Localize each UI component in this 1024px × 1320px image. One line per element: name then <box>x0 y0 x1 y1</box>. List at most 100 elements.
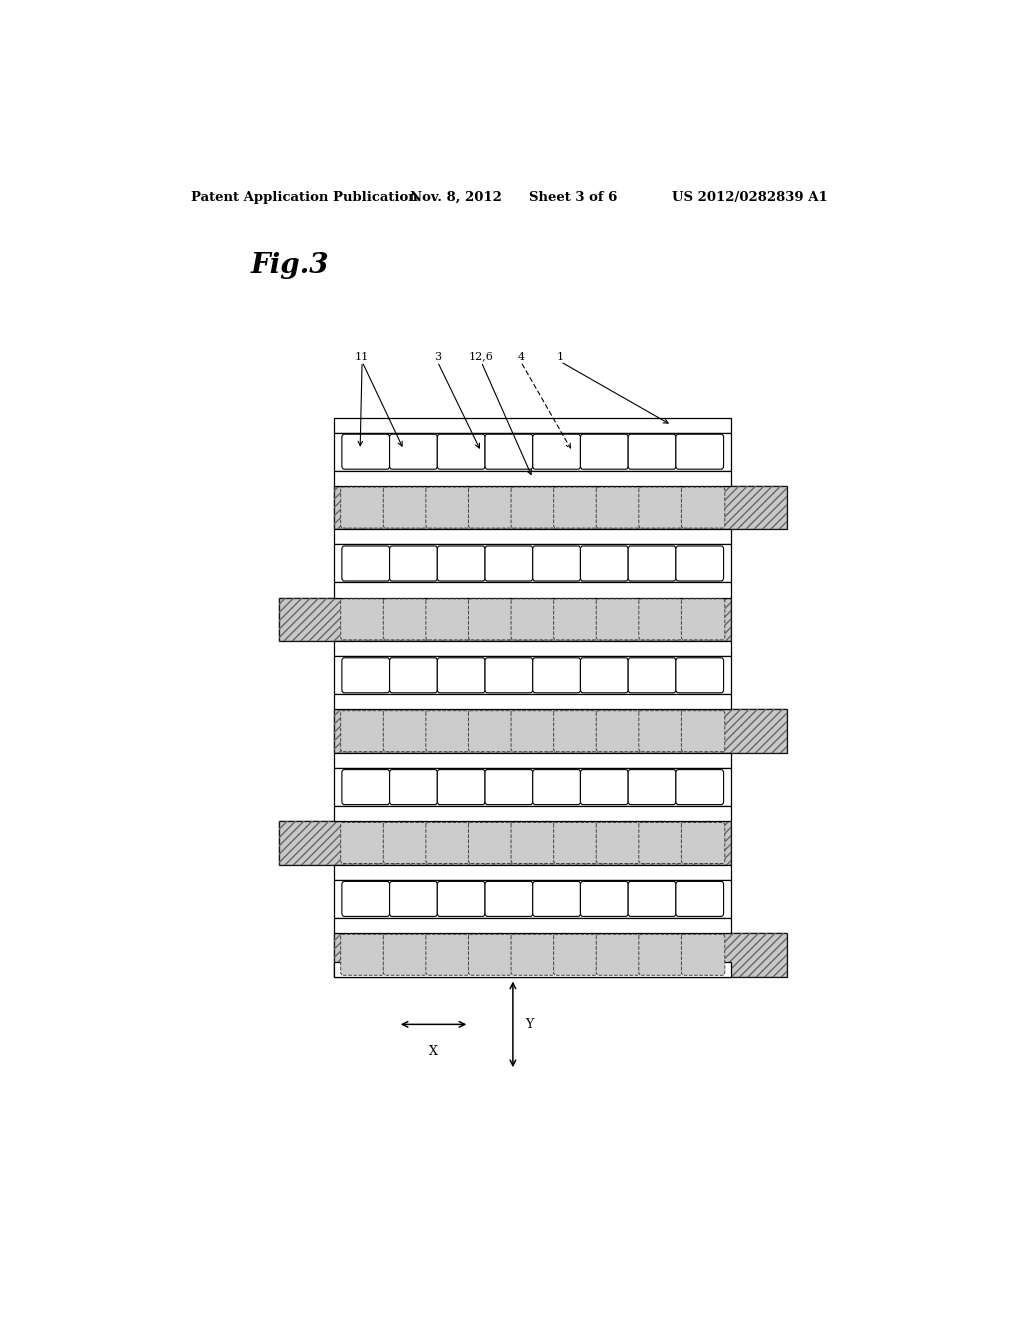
FancyBboxPatch shape <box>596 935 640 975</box>
FancyBboxPatch shape <box>383 599 427 640</box>
Bar <box>334 768 731 807</box>
FancyBboxPatch shape <box>554 710 597 751</box>
FancyBboxPatch shape <box>532 657 581 693</box>
Bar <box>334 656 731 694</box>
FancyBboxPatch shape <box>342 657 389 693</box>
FancyBboxPatch shape <box>511 599 554 640</box>
FancyBboxPatch shape <box>581 434 628 469</box>
FancyBboxPatch shape <box>426 935 469 975</box>
FancyBboxPatch shape <box>532 434 581 469</box>
FancyBboxPatch shape <box>628 546 676 581</box>
Bar <box>279 821 731 865</box>
FancyBboxPatch shape <box>639 487 682 528</box>
Bar <box>334 880 731 917</box>
FancyBboxPatch shape <box>383 935 427 975</box>
FancyBboxPatch shape <box>554 935 597 975</box>
Bar <box>334 933 786 977</box>
FancyBboxPatch shape <box>341 822 384 863</box>
FancyBboxPatch shape <box>681 935 725 975</box>
Bar <box>334 709 786 752</box>
FancyBboxPatch shape <box>596 710 640 751</box>
Text: Sheet 3 of 6: Sheet 3 of 6 <box>528 190 617 203</box>
Bar <box>334 642 731 656</box>
FancyBboxPatch shape <box>511 487 554 528</box>
FancyBboxPatch shape <box>485 657 532 693</box>
FancyBboxPatch shape <box>511 822 554 863</box>
FancyBboxPatch shape <box>426 710 469 751</box>
FancyBboxPatch shape <box>628 434 676 469</box>
Bar <box>279 821 731 865</box>
Text: Fig.3: Fig.3 <box>251 252 330 279</box>
Text: X: X <box>429 1044 438 1057</box>
FancyBboxPatch shape <box>596 487 640 528</box>
FancyBboxPatch shape <box>511 710 554 751</box>
FancyBboxPatch shape <box>468 822 512 863</box>
FancyBboxPatch shape <box>342 770 389 805</box>
FancyBboxPatch shape <box>554 822 597 863</box>
FancyBboxPatch shape <box>532 770 581 805</box>
Bar <box>334 709 786 752</box>
FancyBboxPatch shape <box>389 770 437 805</box>
FancyBboxPatch shape <box>437 882 485 916</box>
FancyBboxPatch shape <box>532 882 581 916</box>
Text: 3: 3 <box>434 351 441 362</box>
FancyBboxPatch shape <box>581 546 628 581</box>
FancyBboxPatch shape <box>383 487 427 528</box>
FancyBboxPatch shape <box>437 434 485 469</box>
FancyBboxPatch shape <box>468 599 512 640</box>
Bar <box>334 529 731 544</box>
FancyBboxPatch shape <box>426 487 469 528</box>
FancyBboxPatch shape <box>532 546 581 581</box>
FancyBboxPatch shape <box>468 935 512 975</box>
FancyBboxPatch shape <box>341 710 384 751</box>
Bar <box>334 486 786 529</box>
Bar <box>334 933 786 977</box>
FancyBboxPatch shape <box>342 882 389 916</box>
FancyBboxPatch shape <box>389 434 437 469</box>
FancyBboxPatch shape <box>511 935 554 975</box>
FancyBboxPatch shape <box>341 599 384 640</box>
FancyBboxPatch shape <box>468 710 512 751</box>
FancyBboxPatch shape <box>485 770 532 805</box>
FancyBboxPatch shape <box>437 770 485 805</box>
Bar <box>334 417 731 433</box>
FancyBboxPatch shape <box>581 657 628 693</box>
FancyBboxPatch shape <box>639 710 682 751</box>
FancyBboxPatch shape <box>389 546 437 581</box>
Bar <box>334 752 731 768</box>
FancyBboxPatch shape <box>676 546 724 581</box>
Text: 12,6: 12,6 <box>469 351 494 362</box>
Bar <box>334 865 731 880</box>
FancyBboxPatch shape <box>554 599 597 640</box>
FancyBboxPatch shape <box>554 487 597 528</box>
FancyBboxPatch shape <box>681 710 725 751</box>
Text: 4: 4 <box>517 351 524 362</box>
FancyBboxPatch shape <box>389 882 437 916</box>
FancyBboxPatch shape <box>681 487 725 528</box>
Text: Y: Y <box>524 1018 534 1031</box>
FancyBboxPatch shape <box>468 487 512 528</box>
Text: US 2012/0282839 A1: US 2012/0282839 A1 <box>672 190 827 203</box>
Bar <box>334 486 786 529</box>
FancyBboxPatch shape <box>341 487 384 528</box>
FancyBboxPatch shape <box>596 822 640 863</box>
Text: Nov. 8, 2012: Nov. 8, 2012 <box>410 190 502 203</box>
Bar <box>334 694 731 709</box>
FancyBboxPatch shape <box>485 882 532 916</box>
Bar <box>334 917 731 933</box>
FancyBboxPatch shape <box>676 434 724 469</box>
FancyBboxPatch shape <box>628 882 676 916</box>
FancyBboxPatch shape <box>485 546 532 581</box>
FancyBboxPatch shape <box>676 882 724 916</box>
FancyBboxPatch shape <box>639 822 682 863</box>
FancyBboxPatch shape <box>581 770 628 805</box>
Text: 1: 1 <box>557 351 564 362</box>
FancyBboxPatch shape <box>426 599 469 640</box>
Bar <box>334 582 731 598</box>
Bar <box>334 433 731 471</box>
FancyBboxPatch shape <box>681 599 725 640</box>
FancyBboxPatch shape <box>628 657 676 693</box>
FancyBboxPatch shape <box>341 935 384 975</box>
Text: Patent Application Publication: Patent Application Publication <box>191 190 418 203</box>
Bar <box>279 598 731 642</box>
